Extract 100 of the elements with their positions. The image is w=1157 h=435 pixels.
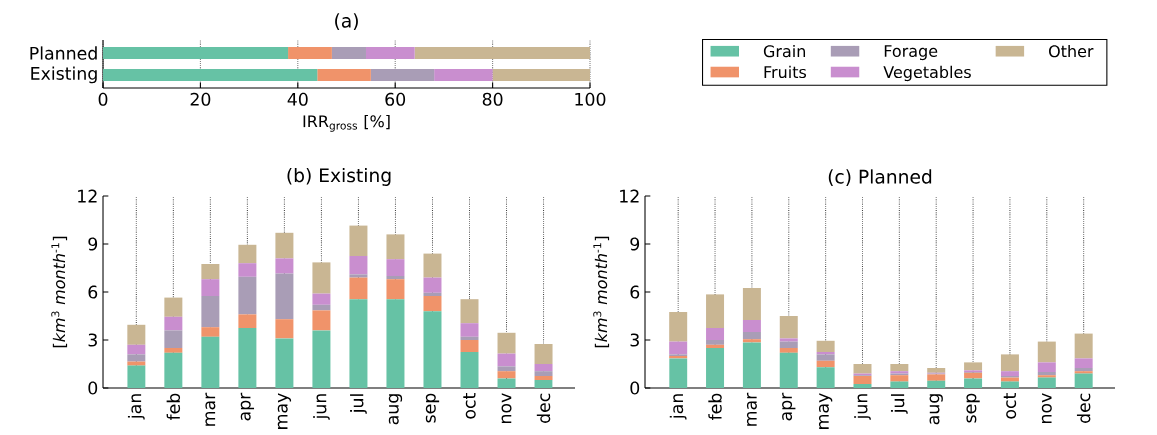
y-axis-title: [km$^{3}$ month$^{-1}$] xyxy=(593,236,610,348)
bar xyxy=(349,299,368,388)
bar xyxy=(238,244,257,264)
y-tick-label: Planned xyxy=(30,46,97,60)
x-tick-label: apr xyxy=(782,392,796,421)
bar xyxy=(497,371,516,379)
bar xyxy=(460,351,479,388)
bar xyxy=(238,314,257,328)
bar xyxy=(742,319,761,332)
bar xyxy=(201,295,220,328)
bar xyxy=(386,279,405,300)
x-tick-label: jan xyxy=(669,394,687,420)
x-tick-label: oct xyxy=(463,393,476,419)
bar xyxy=(816,367,835,388)
bar xyxy=(890,381,909,388)
bar xyxy=(312,310,331,331)
bar xyxy=(1000,381,1019,388)
bar xyxy=(927,374,946,381)
bar xyxy=(669,311,688,342)
bar xyxy=(1074,367,1093,372)
x-tick-label: may xyxy=(818,393,833,429)
legend-label: Grain xyxy=(763,44,806,58)
x-tick-label: 80 xyxy=(482,92,503,106)
x-tick-label: jun xyxy=(854,394,871,420)
bar xyxy=(1037,371,1056,376)
bar xyxy=(497,332,516,354)
bar xyxy=(349,225,368,256)
bar xyxy=(103,68,318,81)
y-tick-label: 6 xyxy=(88,285,98,299)
x-tick-label: aug xyxy=(388,394,403,425)
bar xyxy=(386,299,405,388)
bar xyxy=(349,277,368,300)
x-tick-label: 60 xyxy=(385,92,406,106)
y-tick-label: 12 xyxy=(620,189,639,203)
bar xyxy=(275,319,294,339)
chart-title: (a) xyxy=(335,13,358,30)
bar xyxy=(964,378,983,388)
bar xyxy=(164,316,183,331)
bar xyxy=(1000,371,1019,376)
bar xyxy=(742,339,761,343)
y-tick-label: 9 xyxy=(630,237,640,251)
bar xyxy=(779,352,798,388)
bar xyxy=(312,330,331,388)
bar xyxy=(317,68,371,81)
bar xyxy=(164,330,183,348)
bar xyxy=(534,371,553,376)
bar xyxy=(890,363,909,372)
bar xyxy=(497,378,516,388)
bar xyxy=(164,297,183,317)
bar xyxy=(706,294,725,328)
x-tick-label: jul xyxy=(890,394,908,414)
y-tick-label: 0 xyxy=(630,381,640,395)
bar xyxy=(127,365,146,388)
bar xyxy=(349,255,368,275)
bar xyxy=(423,311,442,388)
bar xyxy=(127,354,146,362)
x-tick-label: 20 xyxy=(190,92,211,106)
legend-label: Vegetables xyxy=(883,65,971,82)
x-tick-label: feb xyxy=(708,393,722,421)
x-tick-label: feb xyxy=(166,393,181,421)
x-tick-label: jun xyxy=(313,394,330,420)
x-tick-label: jan xyxy=(127,394,145,420)
bar xyxy=(497,366,516,372)
y-tick-label: Existing xyxy=(31,66,97,84)
bar xyxy=(238,327,257,388)
bar xyxy=(492,68,590,81)
x-tick-label: dec xyxy=(1076,393,1091,423)
bar xyxy=(275,258,294,274)
bar xyxy=(201,327,220,337)
x-tick-label: dec xyxy=(536,393,551,423)
x-tick-label: mar xyxy=(205,392,216,426)
bar xyxy=(706,339,725,345)
y-tick-label: 12 xyxy=(78,189,97,203)
bar xyxy=(312,293,331,305)
bar xyxy=(275,232,294,259)
bar xyxy=(238,276,257,315)
bar xyxy=(201,336,220,388)
x-tick-label: nov xyxy=(1041,393,1052,423)
legend-label: Fruits xyxy=(764,65,807,79)
bar xyxy=(386,259,405,276)
bar xyxy=(742,331,761,340)
bar xyxy=(423,292,442,296)
x-tick-label: 40 xyxy=(287,92,308,106)
bar xyxy=(964,372,983,379)
x-axis-title: IRR$_{gross}$ [%] xyxy=(303,114,390,132)
bar xyxy=(423,295,442,312)
x-tick-label: jul xyxy=(350,394,367,414)
bar xyxy=(779,338,798,342)
bar xyxy=(460,339,479,352)
bar xyxy=(669,341,688,355)
chart-title: (b) Existing xyxy=(287,167,391,186)
x-tick-label: oct xyxy=(1003,393,1017,419)
bar xyxy=(460,323,479,337)
bar xyxy=(534,343,553,364)
bar xyxy=(706,344,725,348)
y-tick-label: 3 xyxy=(630,333,639,347)
bar xyxy=(365,47,415,60)
bar xyxy=(127,324,146,345)
bar xyxy=(779,315,798,339)
y-axis-title: [km$^{3}$ month$^{-1}$] xyxy=(51,236,68,348)
